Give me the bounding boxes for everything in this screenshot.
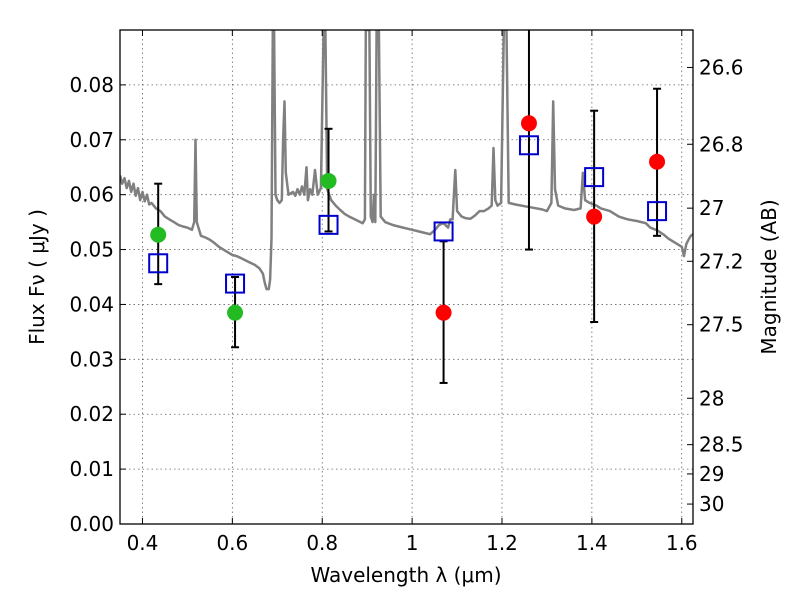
axis-ticks: 0.4 0.6 0.8 1 1.2 1.4 1.6 0.00 0.01 0.02 0.03 0.04 0…	[69, 30, 744, 555]
model-spectrum	[120, 30, 693, 291]
y-tick-label: 0.05	[69, 238, 114, 262]
plot-frame	[119, 29, 694, 525]
green-point	[320, 172, 337, 189]
model-square-point	[647, 201, 668, 222]
y-tick-label: 0.00	[69, 512, 114, 536]
x-tick-label: 1.4	[576, 531, 608, 555]
model-square-point	[318, 214, 339, 235]
x-tick-label: 1	[406, 531, 419, 555]
mag-tick-label: 26.8	[699, 132, 744, 156]
mag-tick-label: 29	[699, 462, 724, 486]
y-tick-label: 0.06	[69, 183, 114, 207]
x-axis-label: Wavelength λ (μm)	[310, 563, 501, 587]
model-square-point	[225, 273, 246, 294]
mag-tick-label: 27	[699, 196, 724, 220]
x-tick-label: 0.6	[216, 531, 248, 555]
y-tick-label: 0.03	[69, 347, 114, 371]
mag-tick-label: 27.2	[699, 249, 744, 273]
mag-tick-label: 26.6	[699, 55, 744, 79]
x-tick-label: 0.4	[127, 531, 159, 555]
green-point	[150, 226, 167, 243]
mag-tick-label: 30	[699, 492, 724, 516]
x-tick-label: 1.2	[486, 531, 518, 555]
red-point	[520, 115, 537, 132]
x-tick-label: 1.6	[666, 531, 698, 555]
model-square-point	[584, 167, 605, 188]
y2-axis-label: Magnitude (AB)	[757, 199, 781, 354]
mag-tick-label: 27.5	[699, 313, 744, 337]
mag-tick-label: 28	[699, 386, 724, 410]
y-tick-label: 0.08	[69, 73, 114, 97]
red-point	[586, 208, 603, 225]
y-tick-label: 0.07	[69, 128, 114, 152]
y-tick-label: 0.04	[69, 292, 114, 316]
model-square-point	[518, 135, 539, 156]
green-point	[227, 304, 244, 321]
y-tick-label: 0.02	[69, 402, 114, 426]
model-square-point	[148, 253, 169, 274]
data-points	[148, 30, 668, 384]
mag-tick-label: 28.5	[699, 433, 744, 457]
red-point	[649, 153, 666, 170]
y-tick-label: 0.01	[69, 457, 114, 481]
x-tick-label: 0.8	[306, 531, 338, 555]
red-point	[435, 304, 452, 321]
y-axis-label: Flux Fν ( μJy )	[25, 209, 49, 345]
model-spectrum-line	[120, 30, 693, 291]
model-square-point	[433, 221, 454, 242]
